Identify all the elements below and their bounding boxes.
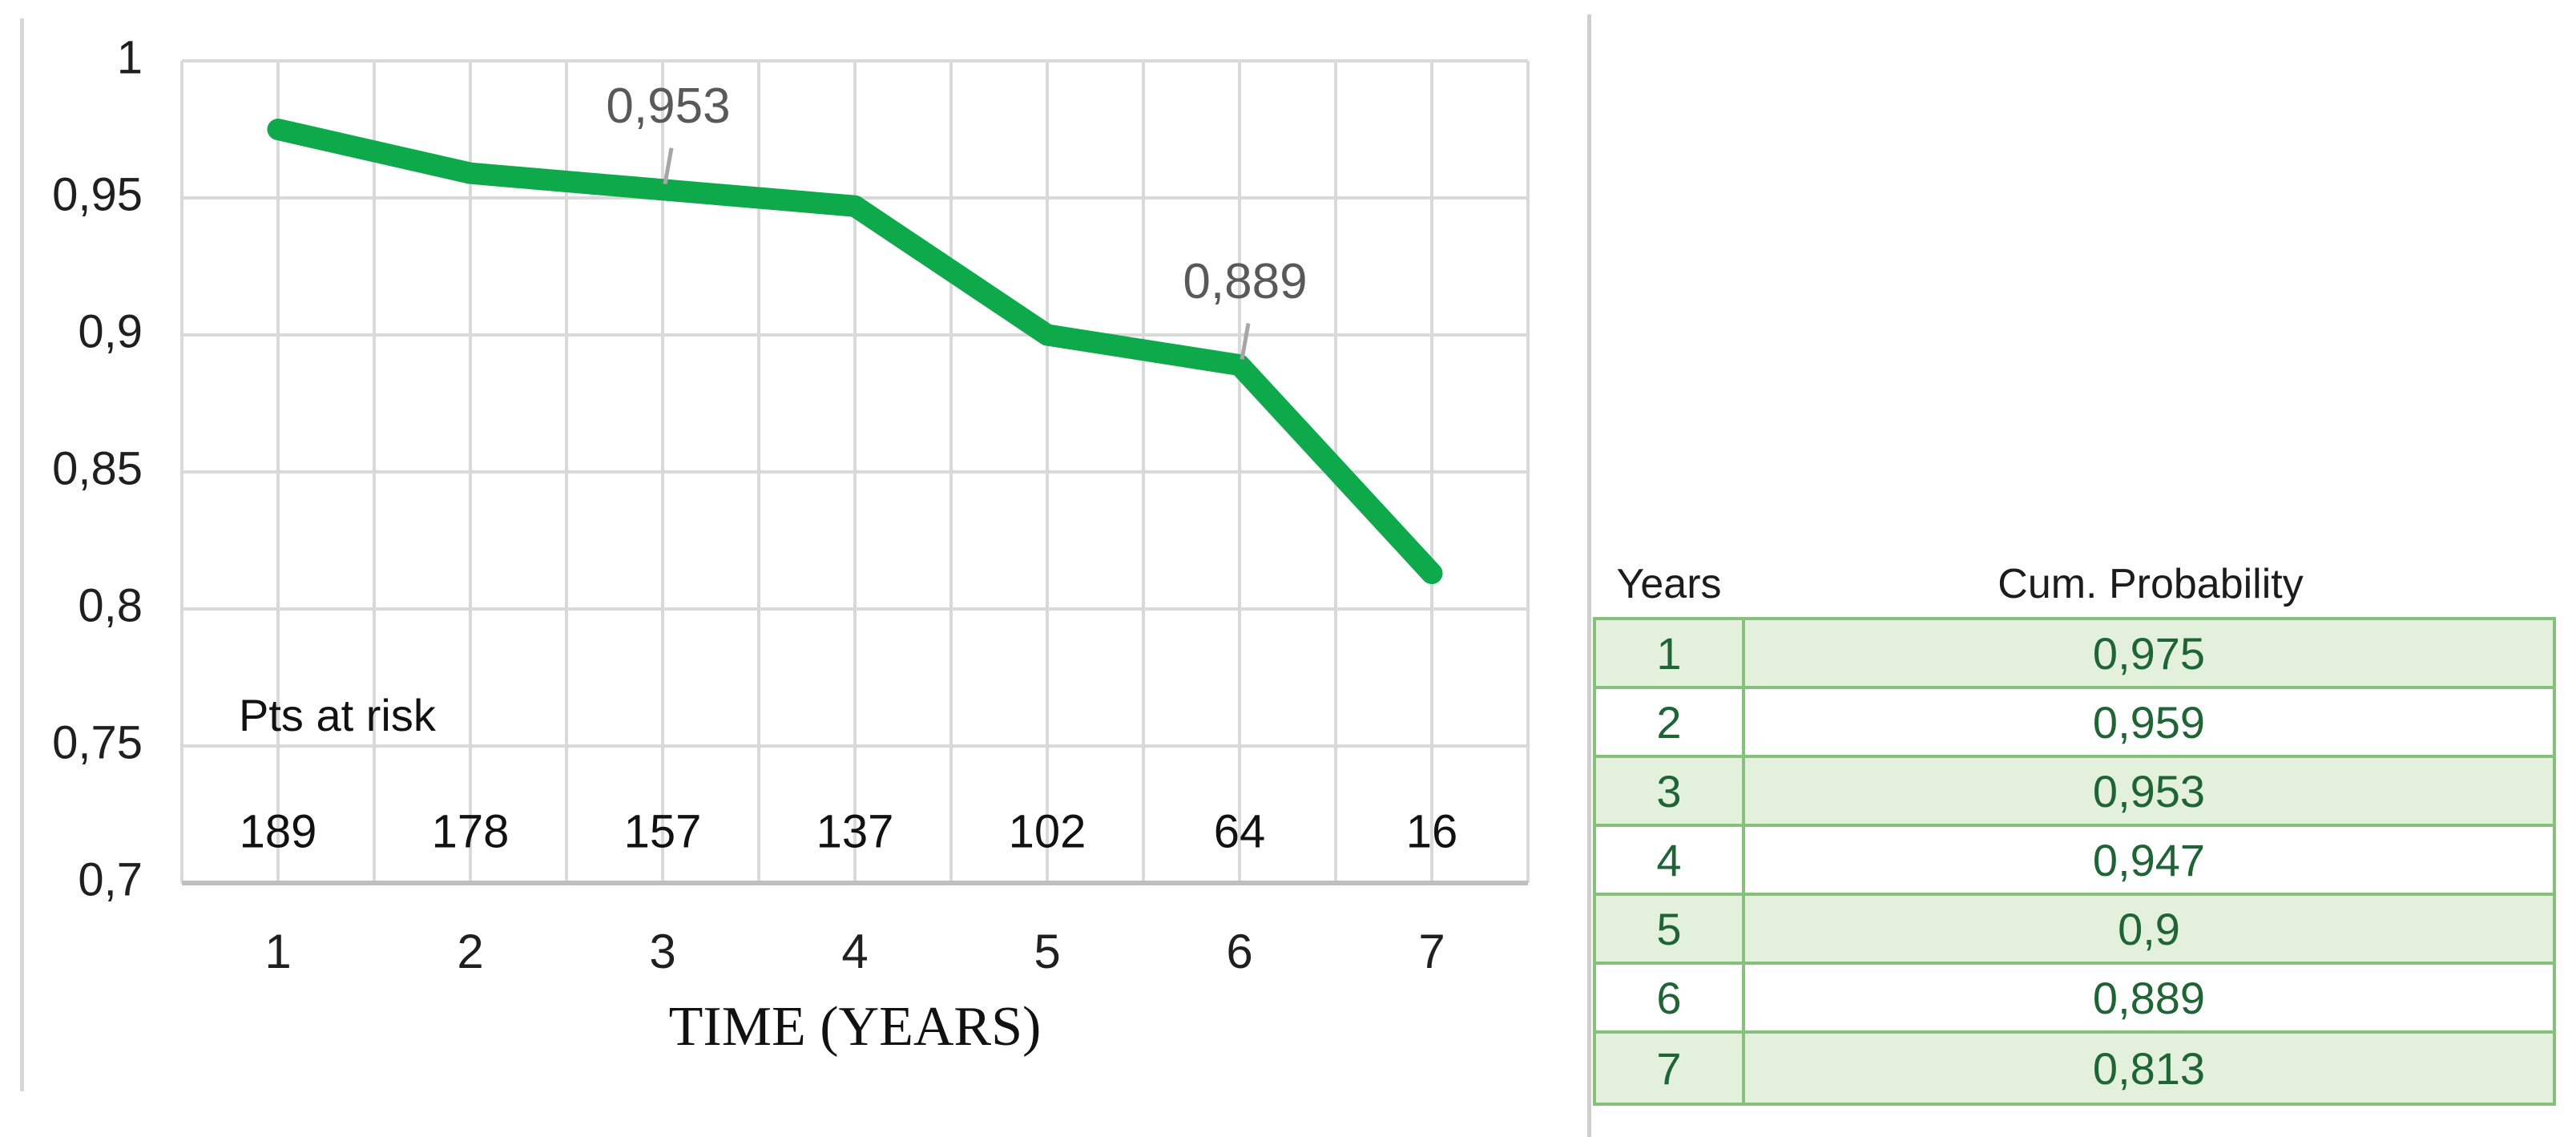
pts-at-risk-value: 178 xyxy=(432,805,510,857)
table-cell-probability: 0,889 xyxy=(2092,972,2206,1023)
table-cell-year: 2 xyxy=(1596,689,1745,755)
table-cell-probability: 0,975 xyxy=(2092,627,2206,679)
table-row: 3 0,953 xyxy=(1596,758,2553,827)
table-row: 6 0,889 xyxy=(1596,965,2553,1034)
x-tick-label: 3 xyxy=(649,925,675,978)
x-tick-label: 6 xyxy=(1226,925,1252,978)
x-axis-title: TIME (YEARS) xyxy=(669,996,1042,1058)
table-row: 4 0,947 xyxy=(1596,827,2553,896)
table-cell-year: 6 xyxy=(1596,965,1745,1030)
point-label: 0,953 xyxy=(606,79,730,134)
table-cell-year: 1 xyxy=(1596,620,1745,686)
table-cell-year: 5 xyxy=(1596,896,1745,962)
pts-at-risk-value: 64 xyxy=(1214,805,1266,857)
y-tick-label: 0,9 xyxy=(78,305,143,357)
table-row: 1 0,975 xyxy=(1596,620,2553,689)
point-label-leader xyxy=(1240,323,1251,361)
table-cell-year: 7 xyxy=(1596,1034,1745,1103)
table-cell-year: 3 xyxy=(1596,758,1745,824)
table-cell-year: 4 xyxy=(1596,827,1745,893)
x-tick-label: 1 xyxy=(264,925,291,978)
pts-at-risk-value: 157 xyxy=(624,805,702,857)
cum-probability-table: Years Cum. Probability 1 0,975 2 0,959 3… xyxy=(1593,551,2556,1106)
table-cell-probability: 0,953 xyxy=(2092,765,2206,816)
y-tick-label: 0,7 xyxy=(78,853,143,905)
y-tick-label: 0,75 xyxy=(52,716,143,768)
pts-at-risk-value: 16 xyxy=(1406,805,1458,857)
point-label-leader xyxy=(663,147,674,185)
x-tick-label: 7 xyxy=(1418,925,1445,978)
y-tick-label: 0,85 xyxy=(52,442,143,494)
x-tick-label: 2 xyxy=(457,925,483,978)
table-cell-probability: 0,813 xyxy=(2092,1042,2206,1094)
y-tick-label: 0,95 xyxy=(52,168,143,220)
table-body: 1 0,975 2 0,959 3 0,953 4 0,947 5 0,9 6 … xyxy=(1593,617,2556,1106)
pts-at-risk-value: 102 xyxy=(1009,805,1086,857)
point-label: 0,889 xyxy=(1183,254,1307,309)
x-tick-label: 5 xyxy=(1034,925,1060,978)
pts-at-risk-value: 189 xyxy=(240,805,317,857)
table-cell-probability: 0,9 xyxy=(2118,903,2180,954)
table-header-cum-probability: Cum. Probability xyxy=(1998,561,2304,607)
pts-at-risk-value: 137 xyxy=(816,805,894,857)
y-tick-label: 1 xyxy=(117,31,143,83)
table-row: 2 0,959 xyxy=(1596,689,2553,758)
pts-at-risk-label: Pts at risk xyxy=(239,690,437,740)
table-cell-probability: 0,959 xyxy=(2092,696,2206,748)
chart-left-border-line xyxy=(20,18,24,1091)
table-header-years: Years xyxy=(1616,561,1722,607)
table-header-row: Years Cum. Probability xyxy=(1593,551,2556,617)
survival-line xyxy=(267,119,1443,585)
x-tick-label: 4 xyxy=(841,925,868,978)
survival-curve-chart: 1 0,95 0,9 0,85 0,8 0,75 0,7 1 2 3 4 5 6 7 Pts at risk… xyxy=(52,31,1530,1058)
table-row: 7 0,813 xyxy=(1596,1034,2553,1103)
y-tick-label: 0,8 xyxy=(78,579,143,631)
panel-divider-line xyxy=(1587,14,1591,1137)
table-cell-probability: 0,947 xyxy=(2092,834,2206,885)
table-row: 5 0,9 xyxy=(1596,896,2553,965)
